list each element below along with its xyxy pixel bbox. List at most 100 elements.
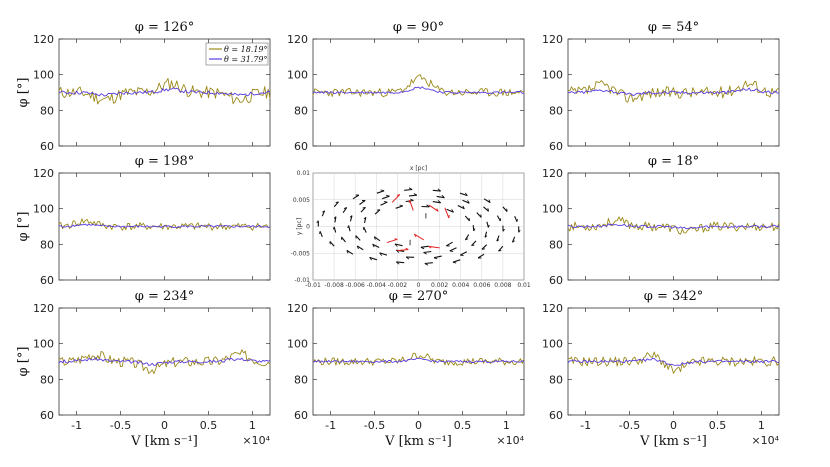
xtick-label-p7-2: 0: [415, 419, 422, 432]
field-xtick-label-9: 0.008: [494, 282, 511, 289]
xtick-label-p8-1: -0.5: [619, 419, 640, 432]
field-arrow-1-1: [481, 244, 488, 250]
panel-title-p1: φ = 90°: [393, 20, 444, 35]
field-arrowhead-0-11: [316, 220, 319, 224]
field-arrow-3-5: [363, 217, 367, 224]
ytick-label-p7-60: 60: [294, 409, 308, 422]
field-red-arrow-0: [391, 194, 401, 203]
ytick-label-p8-60: 60: [549, 409, 563, 422]
field-xtick-label-8: 0.006: [473, 282, 490, 289]
field-arrowhead-2-15: [484, 235, 488, 238]
field-arrowhead-1-3: [433, 257, 438, 260]
xlabel-0: V [km s⁻¹]: [130, 434, 198, 449]
field-arrowhead-0-17: [437, 188, 441, 192]
field-arrowhead-1-0: [496, 239, 500, 242]
field-ytick-label-4: -0.01: [294, 277, 310, 284]
field-arrowhead-0-12: [322, 210, 325, 213]
panel-title-p6: φ = 234°: [135, 289, 195, 304]
series-p1-1: [312, 86, 525, 95]
field-arrow-1-8: [333, 226, 337, 233]
field-arrow-0-21: [514, 215, 518, 222]
field-arrowhead-2-1: [449, 250, 454, 252]
xtick-label-p6-1: -0.5: [110, 419, 131, 432]
field-arrow-1-6: [356, 245, 364, 251]
field-arrow-0-9: [329, 241, 335, 247]
xtick-label-p7-0: -1: [325, 419, 336, 432]
field-arrow-0-13: [333, 201, 339, 208]
field-red-arrow-4: [428, 245, 440, 249]
series-p3-1: [58, 223, 271, 229]
xtick-label-p8-4: 1: [758, 419, 765, 432]
field-arrowhead-2-2: [423, 252, 427, 255]
field-arrow-3-4: [363, 226, 367, 233]
ytick-label-p0-120: 120: [33, 33, 54, 46]
ytick-label-p5-80: 80: [549, 238, 563, 251]
panel-title-p3: φ = 198°: [135, 154, 195, 169]
field-arrow-1-9: [334, 216, 337, 223]
field-arrowhead-0-7: [369, 257, 373, 261]
ytick-label-p7-100: 100: [287, 338, 308, 351]
field-red-head-3: [413, 233, 417, 238]
field-arrowhead-3-9: [451, 209, 454, 213]
ylabel-p0: φ [°]: [16, 78, 31, 108]
ytick-label-p3-100: 100: [33, 203, 54, 216]
field-arrowhead-1-16: [487, 208, 490, 212]
field-red-head-0: [396, 194, 400, 196]
legend-label-0: θ = 18.19°: [224, 45, 268, 54]
field-arrow-0-8: [346, 249, 354, 255]
field-arrow-1-12: [382, 195, 390, 200]
field-red-arrow-3: [414, 233, 425, 241]
xtick-label-p8-3: 0.5: [709, 419, 727, 432]
field-arrow-1-2: [459, 251, 468, 256]
axes-frame-p2: [567, 38, 780, 147]
field-arrow-0-17: [432, 189, 441, 192]
field-xtick-label-1: -0.008: [324, 282, 344, 289]
field-arrowhead-0-1: [512, 240, 515, 243]
field-arrow-0-15: [376, 190, 385, 194]
field-arrow-0-16: [404, 188, 413, 191]
xtick-label-p6-0: -1: [71, 419, 82, 432]
ytick-label-p8-80: 80: [549, 373, 563, 386]
field-arrowhead-1-18: [502, 228, 505, 232]
field-arrow-2-0: [471, 240, 477, 246]
field-arrow-2-15: [484, 231, 488, 238]
field-arrowhead-2-10: [410, 198, 414, 201]
field-red-arrow-1: [428, 204, 439, 212]
field-arrow-3-12: [464, 234, 470, 241]
field-arrowhead-3-6: [376, 209, 381, 211]
field-title: x [pc]: [410, 165, 427, 172]
field-arrow-1-0: [496, 235, 500, 242]
field-arrow-0-18: [459, 192, 468, 197]
field-arrowhead-0-10: [319, 231, 321, 235]
field-arrow-2-7: [349, 215, 353, 222]
field-arrowhead-0-15: [380, 189, 385, 192]
series-p6-1: [58, 357, 271, 366]
field-arrow-2-13: [476, 212, 482, 218]
field-arrowhead-3-7: [399, 204, 404, 207]
field-arrow-3-0: [446, 241, 453, 247]
field-xtick-label-10: 0.01: [517, 282, 531, 289]
field-arrowhead-0-4: [452, 261, 457, 264]
field-arrowhead-2-12: [462, 205, 465, 210]
field-arrowhead-1-4: [405, 256, 410, 260]
field-arrowhead-2-14: [487, 224, 490, 228]
ytick-label-p2-80: 80: [549, 104, 563, 117]
series-p5-1: [568, 223, 780, 230]
field-ytick-label-0: 0.01: [297, 170, 311, 177]
ytick-label-p1-100: 100: [287, 69, 308, 82]
field-arrow-3-11: [472, 225, 475, 231]
xtick-label-p8-2: 0: [670, 419, 677, 432]
field-arrow-0-10: [319, 231, 323, 238]
series-p3-0: [58, 218, 270, 231]
field-arrowhead-2-6: [347, 225, 350, 229]
field-arrowhead-0-5: [424, 263, 429, 266]
field-arrow-2-2: [423, 250, 432, 254]
field-arrowhead-2-7: [349, 215, 353, 218]
ylabel-p6: φ [°]: [16, 347, 31, 377]
series-p7-1: [312, 357, 525, 363]
field-arrow-0-4: [452, 259, 461, 263]
field-arrowhead-0-13: [335, 201, 339, 204]
field-xtick-label-6: 0.002: [431, 282, 448, 289]
ytick-label-p3-120: 120: [33, 167, 54, 180]
legend-label-1: θ = 31.79°: [224, 55, 268, 64]
